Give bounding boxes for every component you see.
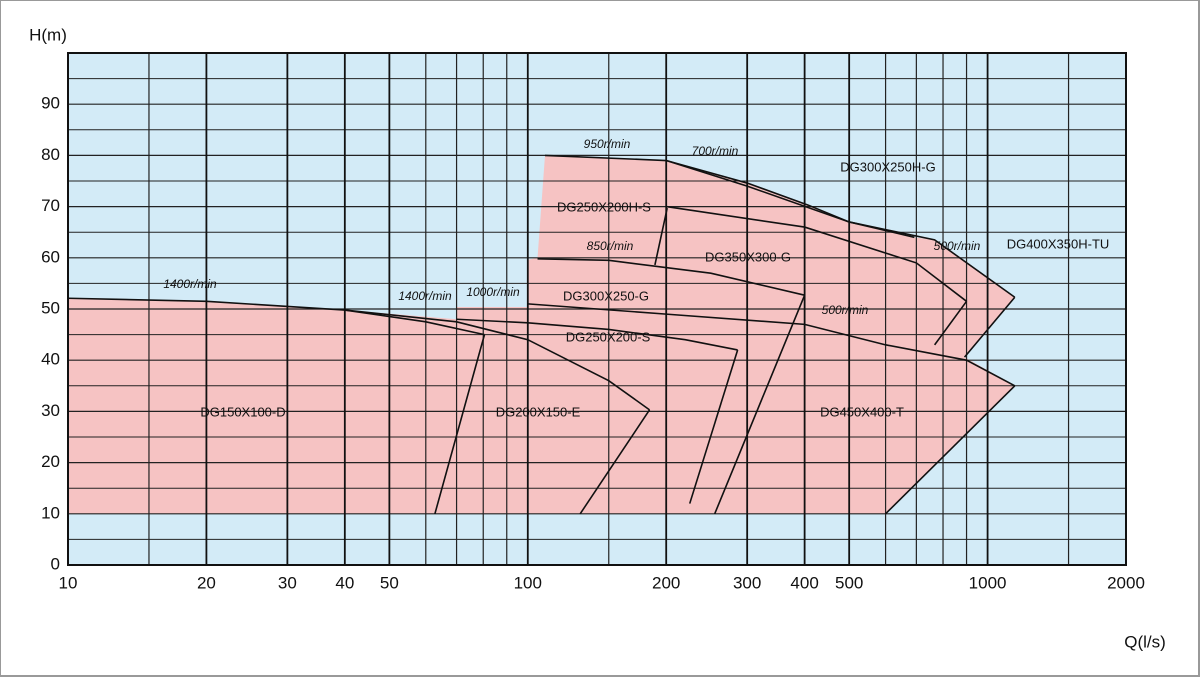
model-label: DG200X150-E [496,404,581,419]
model-label: DG350X300-G [705,249,791,264]
plot-border [67,52,1127,566]
y-tick-label: 80 [41,145,60,164]
pump-curve [688,349,739,504]
y-tick-label: 20 [41,452,60,471]
speed-label: 500r/min [934,239,981,253]
speed-label: 1000r/min [466,285,520,299]
x-tick-label: 10 [59,573,78,592]
x-tick-label: 300 [733,573,761,592]
y-tick-label: 30 [41,401,60,420]
speed-label: 1400r/min [398,289,452,303]
speed-label: 850r/min [587,239,634,253]
x-tick-label: 1000 [969,573,1007,592]
pump-curve [537,258,805,296]
model-label: DG450X400-T [820,404,904,419]
pump-curve [885,385,1016,515]
x-tick-label: 2000 [1107,573,1145,592]
speed-label: 950r/min [584,137,631,151]
pump-curve [963,296,1016,358]
y-axis-label: H(m) [29,25,67,44]
model-label: DG400X350H-TU [1007,236,1110,251]
x-tick-label: 200 [652,573,680,592]
pump-curve [434,334,486,515]
model-label: DG250X200-S [566,329,651,344]
speed-label: 700r/min [692,144,739,158]
x-tick-label: 30 [278,573,297,592]
x-axis-label: Q(l/s) [1124,632,1166,651]
y-tick-label: 70 [41,196,60,215]
model-label: DG250X200H-S [557,199,651,214]
y-tick-label: 0 [51,554,60,573]
pump-curve [456,318,738,351]
y-tick-label: 60 [41,247,60,266]
pump-curve [713,294,806,515]
model-label: DG300X250H-G [840,159,935,174]
y-tick-label: 50 [41,298,60,317]
model-label: DG300X250-G [563,288,649,303]
pump-curve [666,205,968,302]
y-tick-label: 40 [41,350,60,369]
model-label: DG150X100-D [200,404,285,419]
speed-label: 500r/min [822,303,869,317]
x-tick-label: 400 [790,573,818,592]
pump-curve [579,409,651,515]
x-tick-label: 50 [380,573,399,592]
y-tick-label: 10 [41,503,60,522]
pump-curve [654,207,668,266]
pump-curve [933,300,968,346]
x-tick-label: 40 [335,573,354,592]
speed-label: 1400r/min [163,277,217,291]
pump-curve [527,303,1016,387]
x-tick-label: 20 [197,573,216,592]
x-tick-label: 500 [835,573,863,592]
pump-curve [344,309,651,411]
y-tick-label: 90 [41,94,60,113]
x-tick-label: 100 [514,573,542,592]
pump-curve [665,159,1016,298]
